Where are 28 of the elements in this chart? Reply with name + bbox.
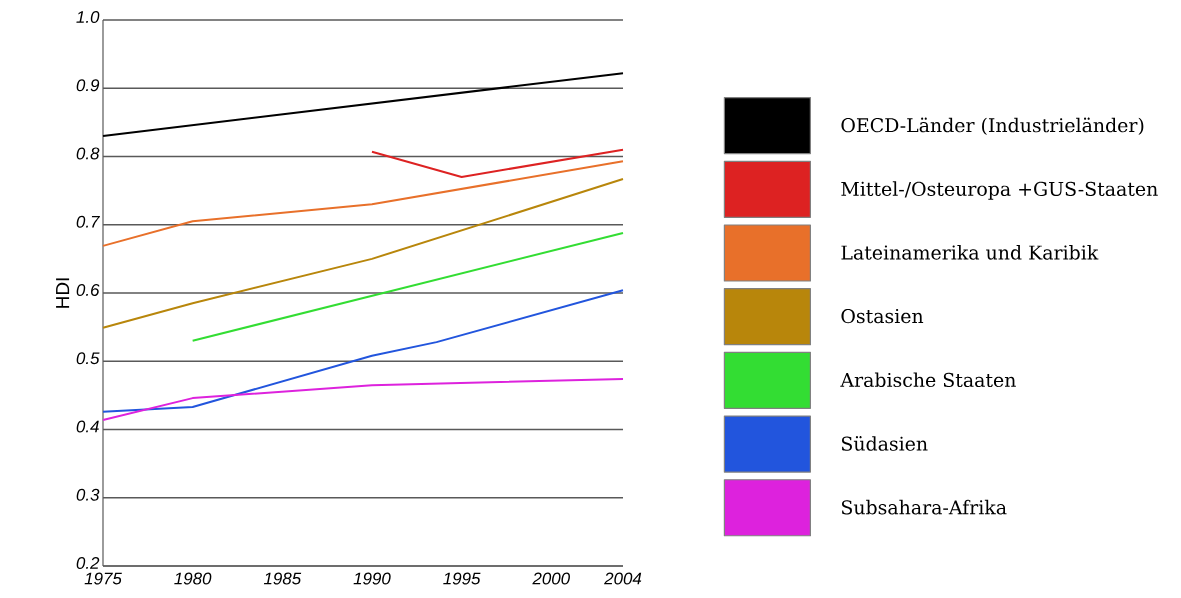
x-tick-label: 1975	[84, 572, 122, 585]
x-tick-label: 1995	[443, 572, 481, 585]
y-tick-label: 1.0	[76, 11, 100, 23]
y-tick-label: 0.9	[76, 79, 100, 92]
x-tick-label: 1990	[353, 572, 391, 585]
legend-label: Ostasien	[841, 308, 924, 324]
y-tick-label: 0.3	[76, 488, 100, 501]
y-tick-label: 0.8	[76, 147, 100, 160]
y-tick-label: 0.4	[76, 420, 99, 433]
legend-label: Mittel-/Osteuropa +GUS-Staaten	[841, 181, 1158, 200]
x-tick-label: 1980	[174, 572, 212, 585]
y-tick-label: 0.7	[76, 215, 100, 228]
line-series	[102, 289, 624, 413]
legend-label: Lateinamerika und Karibik	[841, 245, 1099, 260]
line-series	[102, 178, 624, 329]
line-series	[102, 377, 624, 421]
y-tick-label: 0.5	[76, 352, 100, 365]
x-tick-label: 2004	[604, 572, 642, 585]
x-tick-label: 1985	[263, 572, 302, 585]
y-tick-label: 0.2	[76, 557, 100, 569]
y-axis-title: HDI	[56, 278, 70, 308]
legend-label: Subsahara-Afrika	[841, 499, 1007, 515]
legend-label: OECD-Länder (Industrieländer)	[841, 117, 1144, 136]
line-series	[102, 160, 624, 247]
y-tick-label: 0.6	[76, 284, 100, 296]
legend-label: Arabische Staaten	[840, 372, 1016, 388]
legend-label: Südasien	[841, 436, 928, 451]
x-tick-label: 2000	[532, 572, 570, 585]
